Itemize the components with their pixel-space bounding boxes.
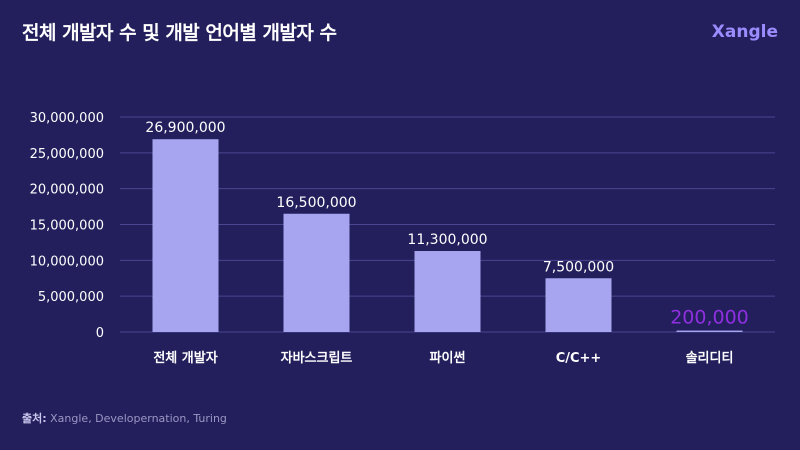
bar-value-label: 200,000 xyxy=(670,307,749,329)
bar xyxy=(152,139,219,332)
bar xyxy=(545,278,612,332)
y-tick-label: 10,000,000 xyxy=(30,254,104,269)
bar-value-label: 7,500,000 xyxy=(543,259,614,275)
bar xyxy=(283,213,350,332)
x-category-label: 솔리디티 xyxy=(686,350,734,366)
bar-value-label: 26,900,000 xyxy=(145,120,225,136)
y-tick-label: 0 xyxy=(96,326,104,341)
chart-title: 전체 개발자 수 및 개발 언어별 개발자 수 xyxy=(22,22,337,44)
bar-value-label: 16,500,000 xyxy=(276,195,356,211)
source-label: 출처: xyxy=(22,412,47,425)
x-category-label: 전체 개발자 xyxy=(153,350,217,366)
bar-value-label: 11,300,000 xyxy=(407,232,487,248)
y-tick-label: 15,000,000 xyxy=(30,219,104,234)
xangle-logo: Xangle xyxy=(711,22,778,42)
bar xyxy=(676,330,743,332)
x-category-label: 파이썬 xyxy=(430,350,466,366)
y-tick-label: 30,000,000 xyxy=(30,111,104,126)
y-tick-label: 20,000,000 xyxy=(30,183,104,198)
source-note: 출처: Xangle, Developernation, Turing xyxy=(22,410,227,426)
x-category-label: 자바스크립트 xyxy=(281,350,353,366)
y-tick-label: 5,000,000 xyxy=(38,290,104,305)
source-text: Xangle, Developernation, Turing xyxy=(46,412,227,425)
y-tick-label: 25,000,000 xyxy=(30,147,104,162)
bar xyxy=(414,251,481,332)
x-category-label: C/C++ xyxy=(556,351,602,366)
